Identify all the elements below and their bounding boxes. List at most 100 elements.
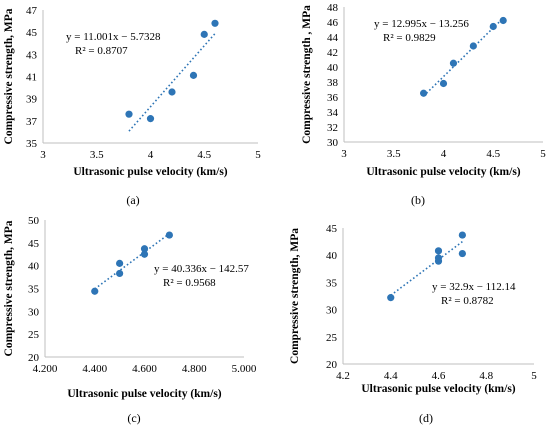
data-point <box>140 250 149 258</box>
y-tick-label: 20 <box>326 359 338 371</box>
x-tick-label: 4 <box>148 149 154 161</box>
data-point <box>91 287 99 295</box>
x-tick-label: 4.6 <box>432 370 446 382</box>
r-squared-label: R² = 0.9568 <box>163 277 216 289</box>
x-tick-label: 4.5 <box>197 149 211 161</box>
x-tick-label: 3.5 <box>387 148 401 160</box>
x-tick-label: 3 <box>40 149 46 161</box>
r-squared-label: R² = 0.9829 <box>383 32 436 44</box>
panel-caption: (d) <box>419 411 433 425</box>
data-point <box>434 247 443 255</box>
x-tick-label: 4.400 <box>82 363 107 375</box>
panel-caption: (a) <box>126 193 139 207</box>
y-tick-label: 47 <box>26 5 38 17</box>
trendline <box>390 241 463 296</box>
r-squared-label: R² = 0.8782 <box>441 295 494 307</box>
trendline <box>94 233 170 290</box>
panel-caption: (c) <box>127 411 140 425</box>
data-point <box>200 30 208 38</box>
y-tick-label: 45 <box>28 238 40 250</box>
x-tick-label: 4.4 <box>384 370 398 382</box>
data-point <box>211 19 219 27</box>
y-axis-title: Compressive strength, MPa <box>3 220 15 356</box>
data-point <box>489 22 497 31</box>
y-axis-title: Compressive strength, MPa <box>3 8 15 144</box>
x-tick-label: 3 <box>341 148 347 160</box>
x-axis-title: Ultrasonic pulse velocity (km/s) <box>366 166 520 178</box>
x-tick-label: 4.200 <box>33 363 58 375</box>
y-tick-label: 46 <box>327 17 339 29</box>
y-tick-label: 45 <box>26 27 38 39</box>
y-tick-label: 40 <box>28 261 40 273</box>
x-tick-label: 5 <box>531 370 537 382</box>
data-point <box>469 42 477 50</box>
x-tick-label: 4.8 <box>479 370 493 382</box>
y-tick-label: 40 <box>327 62 339 74</box>
y-tick-label: 36 <box>327 92 339 104</box>
trendline <box>128 33 216 132</box>
x-axis-title: Ultrasonic pulse velocity (km/s) <box>67 388 221 400</box>
trendline-equation: y = 11.001x − 5.7328 <box>66 31 161 43</box>
y-axis-title: Compressive strength , MPa <box>301 5 313 144</box>
x-tick-label: 4 <box>441 148 447 160</box>
y-tick-label: 48 <box>327 2 339 14</box>
x-tick-label: 5 <box>255 149 261 161</box>
x-axis-title: Ultrasonic pulse velocity (km/s) <box>73 166 227 178</box>
y-tick-label: 30 <box>28 306 40 318</box>
y-tick-label: 32 <box>327 122 338 134</box>
y-tick-label: 34 <box>327 107 339 119</box>
y-tick-label: 43 <box>26 49 38 61</box>
chart-panel-c: 4.200 4.400 4.600 4.800 5.000 20 25 30 35 40 45 50 y… <box>3 215 257 425</box>
x-tick-label: 4.800 <box>182 363 207 375</box>
data-point <box>458 249 466 258</box>
data-point <box>125 110 133 118</box>
data-point <box>189 71 198 79</box>
y-tick-label: 25 <box>326 332 338 344</box>
x-tick-label: 4.5 <box>486 148 500 160</box>
data-point <box>140 245 149 253</box>
data-point <box>116 269 124 278</box>
y-tick-label: 50 <box>28 215 40 227</box>
trendline <box>423 17 504 97</box>
panel-caption: (b) <box>411 193 425 207</box>
y-tick-label: 37 <box>26 116 38 128</box>
x-axis-title: Ultrasonic pulse velocity (km/s) <box>361 383 515 395</box>
y-tick-label: 38 <box>327 77 339 89</box>
data-point <box>458 231 466 239</box>
data-point <box>387 294 395 302</box>
trendline-equation: y = 40.336x − 142.57 <box>154 263 249 275</box>
data-point <box>146 115 155 123</box>
x-tick-label: 3.5 <box>90 149 104 161</box>
y-tick-label: 40 <box>326 250 338 262</box>
y-tick-label: 25 <box>28 329 40 341</box>
data-point <box>420 89 428 97</box>
y-tick-label: 35 <box>28 284 40 296</box>
x-tick-label: 4.600 <box>132 363 157 375</box>
trendline-equation: y = 32.9x − 112.14 <box>432 281 516 293</box>
x-tick-label: 5 <box>540 148 546 160</box>
y-tick-label: 45 <box>326 223 338 235</box>
y-tick-label: 30 <box>327 137 339 149</box>
data-point <box>439 79 448 88</box>
chart-panel-b: 3 3.5 4 4.5 5 30 32 34 36 38 40 42 44 46 48 y = 12.995x… <box>301 2 546 207</box>
y-tick-label: 41 <box>26 72 37 84</box>
data-point <box>116 259 124 267</box>
y-tick-label: 44 <box>327 32 339 44</box>
x-tick-label: 4.2 <box>336 370 350 382</box>
x-tick-label: 5.000 <box>232 363 257 375</box>
y-tick-label: 35 <box>26 138 38 150</box>
data-point <box>434 254 443 262</box>
chart-panel-a: 3 3.5 4 4.5 5 35 37 39 41 43 45 47 y = 11.001x − 5.7… <box>3 5 261 207</box>
r-squared-label: R² = 0.8707 <box>75 45 128 57</box>
data-point <box>165 231 173 239</box>
y-axis-title: Compressive strength, MPa <box>289 228 301 364</box>
chart-panel-d: 4.2 4.4 4.6 4.8 5 20 25 30 35 40 45 y = 32.9x − 112… <box>289 223 537 425</box>
y-tick-label: 35 <box>326 277 338 289</box>
data-point <box>499 16 507 25</box>
y-tick-label: 20 <box>28 352 40 364</box>
y-tick-label: 42 <box>327 47 338 59</box>
data-point <box>168 88 176 96</box>
data-point <box>449 59 458 67</box>
y-tick-label: 30 <box>326 305 338 317</box>
